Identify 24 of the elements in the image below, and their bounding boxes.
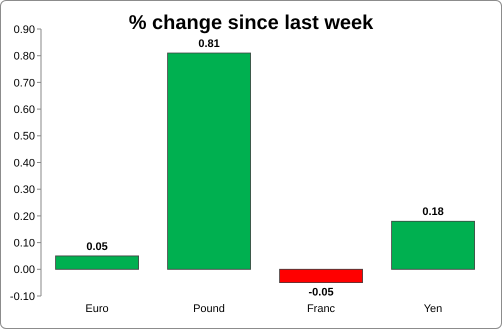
y-tick-label: 0.00 <box>14 264 35 276</box>
data-label: 0.05 <box>86 240 108 253</box>
y-tick-label: 0.20 <box>14 210 35 223</box>
data-label: 0.81 <box>198 38 220 50</box>
y-tick-label: 0.10 <box>14 238 35 250</box>
y-tick-label: 0.70 <box>14 77 35 90</box>
x-tick-label: Yen <box>424 302 442 315</box>
bar <box>55 256 139 270</box>
data-label: -0.05 <box>308 286 334 299</box>
y-tick-label: -0.10 <box>10 290 35 303</box>
x-tick-label: Euro <box>85 302 109 315</box>
x-tick-label: Pound <box>193 302 225 315</box>
x-tick-label: Franc <box>306 302 336 315</box>
y-tick-label: 0.80 <box>14 50 35 63</box>
data-label: 0.18 <box>422 206 444 218</box>
bar <box>279 268 363 284</box>
y-tick-label: 0.40 <box>14 157 35 170</box>
bar <box>391 220 475 270</box>
chart-title: % change since last week <box>128 12 374 34</box>
y-tick-label: 0.60 <box>14 104 35 116</box>
y-tick-label: 0.90 <box>14 24 35 36</box>
y-tick-label: 0.30 <box>14 184 35 196</box>
bar <box>167 52 251 270</box>
y-tick-label: 0.50 <box>14 130 35 143</box>
